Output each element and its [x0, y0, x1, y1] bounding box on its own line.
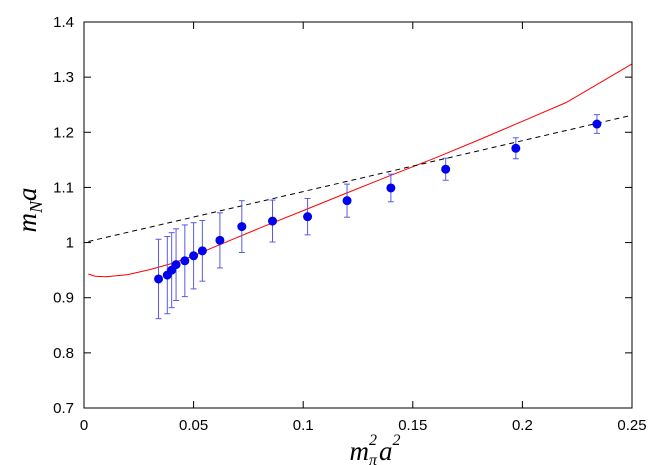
data-point [189, 251, 199, 261]
y-axis-label-tail: a [12, 187, 42, 201]
data-point [511, 143, 521, 153]
y-axis-label: mNa [12, 187, 46, 232]
y-tick-label: 0.9 [53, 290, 74, 307]
ticks-layer [83, 21, 633, 409]
x-tick-labels: 0 0.05 0.1 0.15 0.2 0.25 [80, 417, 647, 434]
x-tick-label: 0.2 [512, 417, 533, 434]
x-tick-label: 0.05 [179, 417, 208, 434]
fit-curve-layer [88, 63, 633, 278]
error-bars-layer [155, 114, 600, 320]
data-point [215, 235, 225, 245]
data-point [180, 256, 190, 266]
x-axis-label-sup2: 2 [393, 432, 401, 449]
x-axis-label-sub: π [369, 452, 378, 465]
linear-line-layer [88, 114, 633, 242]
x-axis-label: mπ 2a2 [349, 432, 400, 465]
data-point [386, 183, 396, 193]
data-point [197, 246, 207, 256]
y-tick-labels: 0.7 0.8 0.9 1 1.1 1.2 1.3 1.4 [53, 14, 74, 417]
data-point [268, 216, 278, 226]
data-point [171, 260, 181, 270]
x-tick-label: 0.1 [293, 417, 314, 434]
data-point [237, 222, 247, 232]
y-tick-label: 1.4 [53, 14, 74, 31]
y-tick-label: 0.7 [53, 400, 74, 417]
linear-dashed-line [88, 114, 633, 242]
y-tick-label: 1.3 [53, 69, 74, 86]
y-axis-label-sub: N [26, 200, 46, 214]
data-point [303, 212, 313, 222]
data-point [592, 119, 602, 129]
y-tick-label: 1 [66, 235, 74, 252]
y-tick-label: 0.8 [53, 345, 74, 362]
y-tick-label: 1.1 [53, 179, 74, 196]
x-axis-label-mid: a [379, 436, 393, 465]
data-point [342, 196, 352, 206]
x-axis-label-sup1: 2 [369, 432, 377, 449]
plot-frame [83, 21, 633, 409]
x-axis-label-main: m [349, 436, 369, 465]
data-points-layer [154, 119, 602, 284]
data-point [441, 164, 451, 174]
y-tick-label: 1.2 [53, 124, 74, 141]
y-axis-label-main: m [12, 213, 42, 233]
fit-curve [88, 63, 633, 278]
x-tick-label: 0.25 [617, 417, 646, 434]
x-tick-label: 0.15 [398, 417, 427, 434]
x-tick-label: 0 [80, 417, 88, 434]
data-point [154, 274, 164, 284]
